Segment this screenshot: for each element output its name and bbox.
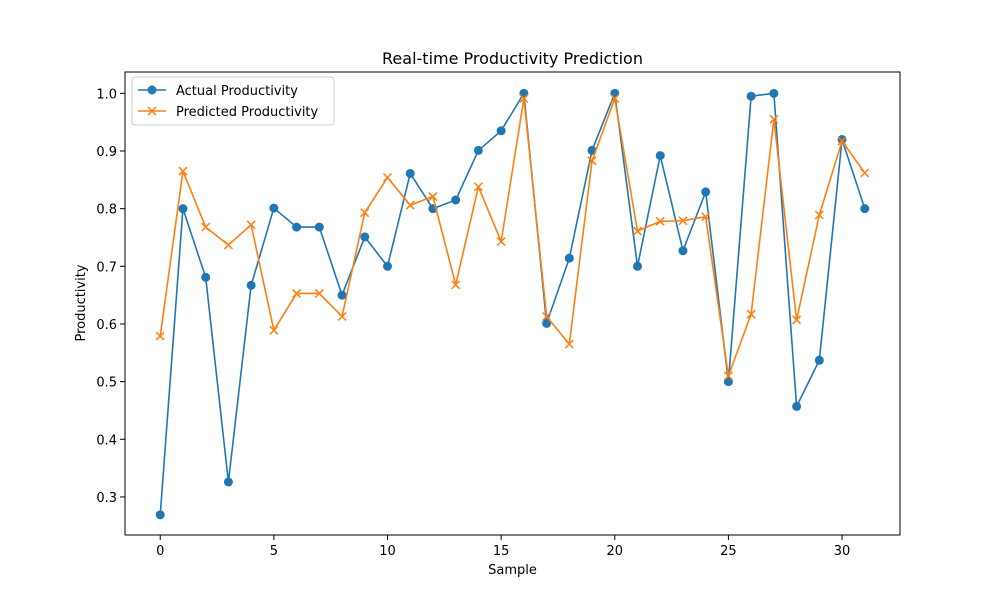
data-point-actual (655, 151, 665, 161)
data-point-predicted (632, 226, 643, 236)
data-point-predicted (223, 240, 233, 250)
data-point-predicted (723, 371, 733, 381)
data-point-actual (223, 477, 233, 487)
data-point-actual (769, 88, 779, 98)
data-point-predicted (428, 192, 438, 202)
data-point-actual (269, 203, 279, 213)
data-point-actual (405, 168, 415, 178)
data-point-actual (451, 195, 461, 205)
data-point-predicted (405, 200, 415, 210)
data-point-predicted (678, 216, 688, 226)
data-point-actual (860, 204, 870, 214)
x-tick-label: 25 (720, 544, 737, 559)
data-point-actual (337, 290, 347, 300)
data-point-predicted (564, 339, 574, 349)
data-point-predicted (837, 136, 847, 146)
data-point-predicted (246, 220, 256, 230)
data-point-predicted (314, 288, 324, 298)
data-point-predicted (473, 182, 483, 192)
y-tick-label: 0.6 (96, 318, 117, 333)
data-point-actual (246, 280, 256, 290)
x-axis-label: Sample (488, 563, 537, 578)
data-point-actual (701, 187, 711, 197)
data-point-predicted (701, 212, 711, 222)
data-point-actual (792, 401, 802, 411)
x-axis: 0 5 10 15 20 25 30 (156, 535, 850, 559)
data-point-actual (633, 261, 642, 271)
data-point-predicted (382, 172, 393, 183)
data-point-predicted (519, 93, 529, 104)
data-point-actual (837, 134, 847, 144)
plot-area (155, 88, 870, 520)
data-point-actual (814, 355, 824, 365)
data-point-predicted (360, 208, 370, 218)
data-point-predicted (769, 114, 779, 124)
legend-label-actual: Actual Productivity (176, 84, 298, 99)
data-point-actual (542, 318, 552, 328)
data-point-predicted (269, 325, 279, 335)
data-point-predicted (178, 166, 188, 176)
data-point-predicted (746, 309, 756, 319)
y-axis: 0.3 0.4 0.5 0.6 0.7 0.8 0.9 1.0 (96, 87, 125, 506)
legend-marker-predicted (147, 106, 157, 116)
y-tick-label: 0.5 (96, 376, 117, 391)
data-point-actual (564, 253, 574, 263)
legend-label-predicted: Predicted Productivity (176, 105, 319, 120)
plot-frame (124, 71, 901, 536)
chart-title: Real-time Productivity Prediction (382, 49, 643, 68)
data-point-actual (746, 91, 756, 101)
data-point-predicted (587, 156, 597, 166)
y-tick-label: 0.4 (96, 433, 117, 448)
legend-marker-actual (147, 85, 157, 95)
data-point-actual (610, 88, 620, 98)
y-tick-label: 1.0 (96, 87, 117, 102)
data-point-actual (292, 222, 302, 232)
data-point-actual (155, 510, 165, 520)
data-point-actual (473, 145, 483, 155)
data-point-predicted (451, 280, 461, 290)
data-point-actual (314, 222, 324, 232)
x-tick-label: 20 (606, 544, 623, 559)
data-point-actual (383, 261, 392, 271)
data-point-actual (678, 246, 688, 256)
data-point-predicted (792, 315, 802, 325)
data-point-predicted (860, 168, 870, 178)
x-tick-label: 15 (493, 544, 510, 559)
legend: Actual Productivity Predicted Productivi… (131, 76, 335, 126)
data-point-actual (201, 272, 211, 282)
data-point-predicted (496, 236, 506, 247)
y-tick-label: 0.8 (96, 203, 117, 218)
data-point-predicted (655, 216, 665, 226)
data-point-predicted (814, 210, 824, 220)
data-point-predicted (610, 93, 620, 104)
data-point-actual (519, 88, 529, 98)
y-tick-label: 0.7 (96, 260, 117, 275)
data-point-predicted (337, 311, 347, 322)
data-point-predicted (292, 288, 302, 298)
data-point-predicted (201, 222, 211, 232)
legend-box (131, 76, 335, 126)
y-axis-label: Productivity (74, 264, 89, 341)
series-line-predicted (159, 97, 866, 377)
y-tick-label: 0.3 (96, 491, 117, 506)
x-tick-label: 30 (834, 544, 851, 559)
x-tick-label: 0 (156, 544, 164, 559)
data-point-actual (496, 126, 506, 136)
x-tick-label: 10 (379, 544, 396, 559)
data-point-predicted (155, 331, 165, 341)
y-tick-label: 0.9 (96, 145, 117, 160)
series-line-actual (159, 92, 866, 515)
data-point-actual (360, 232, 370, 242)
data-point-actual (178, 204, 188, 214)
data-point-actual (723, 377, 733, 387)
x-tick-label: 5 (270, 544, 278, 559)
data-point-predicted (542, 311, 552, 322)
